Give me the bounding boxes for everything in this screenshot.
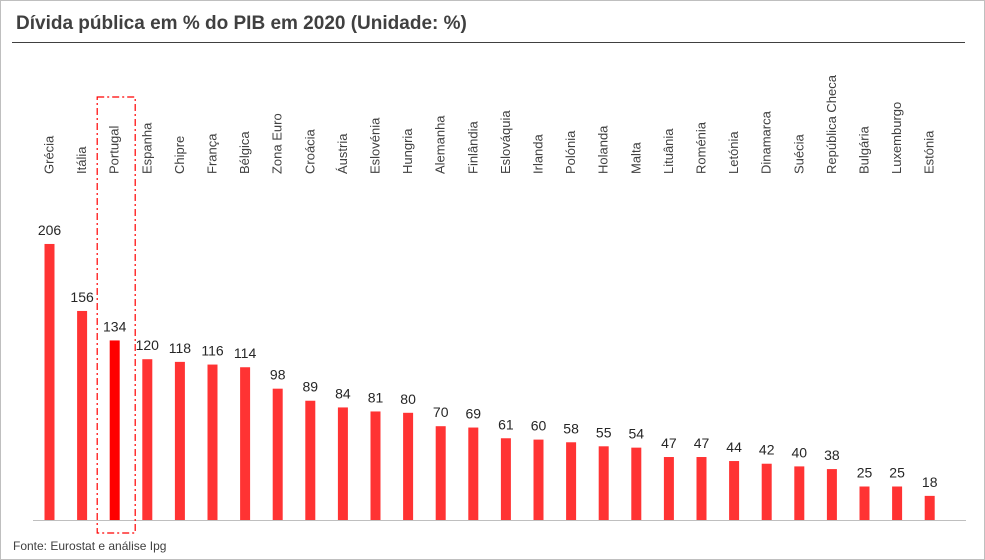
category-label: Eslovénia	[368, 117, 383, 174]
category-label: Itália	[74, 146, 89, 174]
data-label: 40	[792, 444, 808, 460]
data-label: 47	[661, 435, 677, 451]
bar	[435, 426, 446, 520]
data-label: 18	[922, 474, 938, 490]
category-label: Bélgica	[237, 131, 252, 174]
category-label: Irlanda	[531, 133, 546, 174]
category-label: Croácia	[302, 128, 317, 174]
bar	[142, 359, 153, 520]
bar	[403, 412, 414, 520]
category-label: Suécia	[791, 133, 806, 174]
bar	[44, 243, 55, 520]
category-label: Áustria	[335, 133, 350, 174]
category-label: França	[205, 133, 220, 174]
data-label: 120	[136, 337, 160, 353]
bar	[468, 427, 479, 520]
category-label: Espanha	[139, 122, 154, 174]
data-label: 70	[433, 404, 449, 420]
source-note: Fonte: Eurostat e análise Ipg	[13, 539, 167, 553]
bar	[240, 367, 251, 520]
data-label: 42	[759, 442, 775, 458]
data-label: 156	[70, 289, 94, 305]
category-label: Grécia	[42, 135, 57, 174]
data-label: 116	[201, 343, 224, 359]
data-label: 89	[303, 379, 319, 395]
data-label: 55	[596, 424, 612, 440]
bar	[174, 361, 185, 520]
category-label: Polónia	[563, 130, 578, 174]
bar	[109, 340, 120, 520]
highlight-box	[96, 96, 136, 534]
bar	[370, 411, 381, 520]
category-label: Chipre	[172, 136, 187, 174]
data-label: 80	[400, 391, 416, 407]
bar	[533, 439, 544, 520]
category-label: Roménia	[694, 121, 709, 174]
bar	[859, 486, 870, 520]
data-label: 25	[857, 465, 873, 481]
data-label: 47	[694, 435, 710, 451]
category-label: Letónia	[726, 131, 741, 174]
bar	[794, 466, 805, 520]
bar	[566, 442, 577, 520]
category-label: Eslováquia	[498, 110, 513, 174]
data-label: 44	[726, 439, 742, 455]
category-label: Holanda	[596, 125, 611, 174]
bar	[500, 438, 511, 520]
bar	[892, 486, 903, 520]
bar	[924, 495, 935, 520]
category-label: Alemanha	[433, 115, 448, 174]
category-label: Estónia	[922, 130, 937, 174]
category-label: Dinamarca	[759, 110, 774, 174]
bar	[729, 461, 740, 520]
category-label: Zona Euro	[270, 113, 285, 174]
title-divider	[12, 42, 965, 43]
bar	[305, 400, 316, 520]
category-label: Bulgária	[857, 126, 872, 174]
bar	[663, 457, 674, 520]
bar	[631, 447, 642, 520]
category-label: Malta	[628, 141, 643, 174]
data-label: 81	[368, 389, 384, 405]
data-label: 98	[270, 367, 286, 383]
category-label: Lituânia	[661, 128, 676, 174]
bar	[696, 457, 707, 520]
data-label: 25	[889, 465, 905, 481]
data-label: 60	[531, 418, 547, 434]
bar	[77, 310, 88, 520]
chart-title: Dívida pública em % do PIB em 2020 (Unid…	[16, 13, 467, 34]
data-label: 69	[466, 406, 482, 422]
category-label: Hungria	[400, 128, 415, 174]
bar	[826, 469, 837, 520]
bar	[207, 364, 218, 520]
data-label: 54	[629, 426, 645, 442]
bar	[337, 407, 348, 520]
data-label: 58	[563, 420, 579, 436]
category-label: República Checa	[824, 74, 839, 174]
data-label: 114	[234, 345, 257, 361]
bar	[761, 463, 772, 520]
data-label: 38	[824, 447, 840, 463]
category-label: Portugal	[107, 125, 122, 174]
bar	[598, 446, 609, 520]
data-label: 61	[498, 416, 514, 432]
category-label: Luxemburgo	[889, 102, 904, 174]
data-label: 84	[335, 385, 351, 401]
data-label: 118	[169, 340, 192, 356]
bar	[272, 388, 283, 520]
data-label: 206	[38, 222, 62, 238]
category-label: Finlândia	[465, 120, 480, 174]
data-label: 134	[103, 318, 127, 334]
